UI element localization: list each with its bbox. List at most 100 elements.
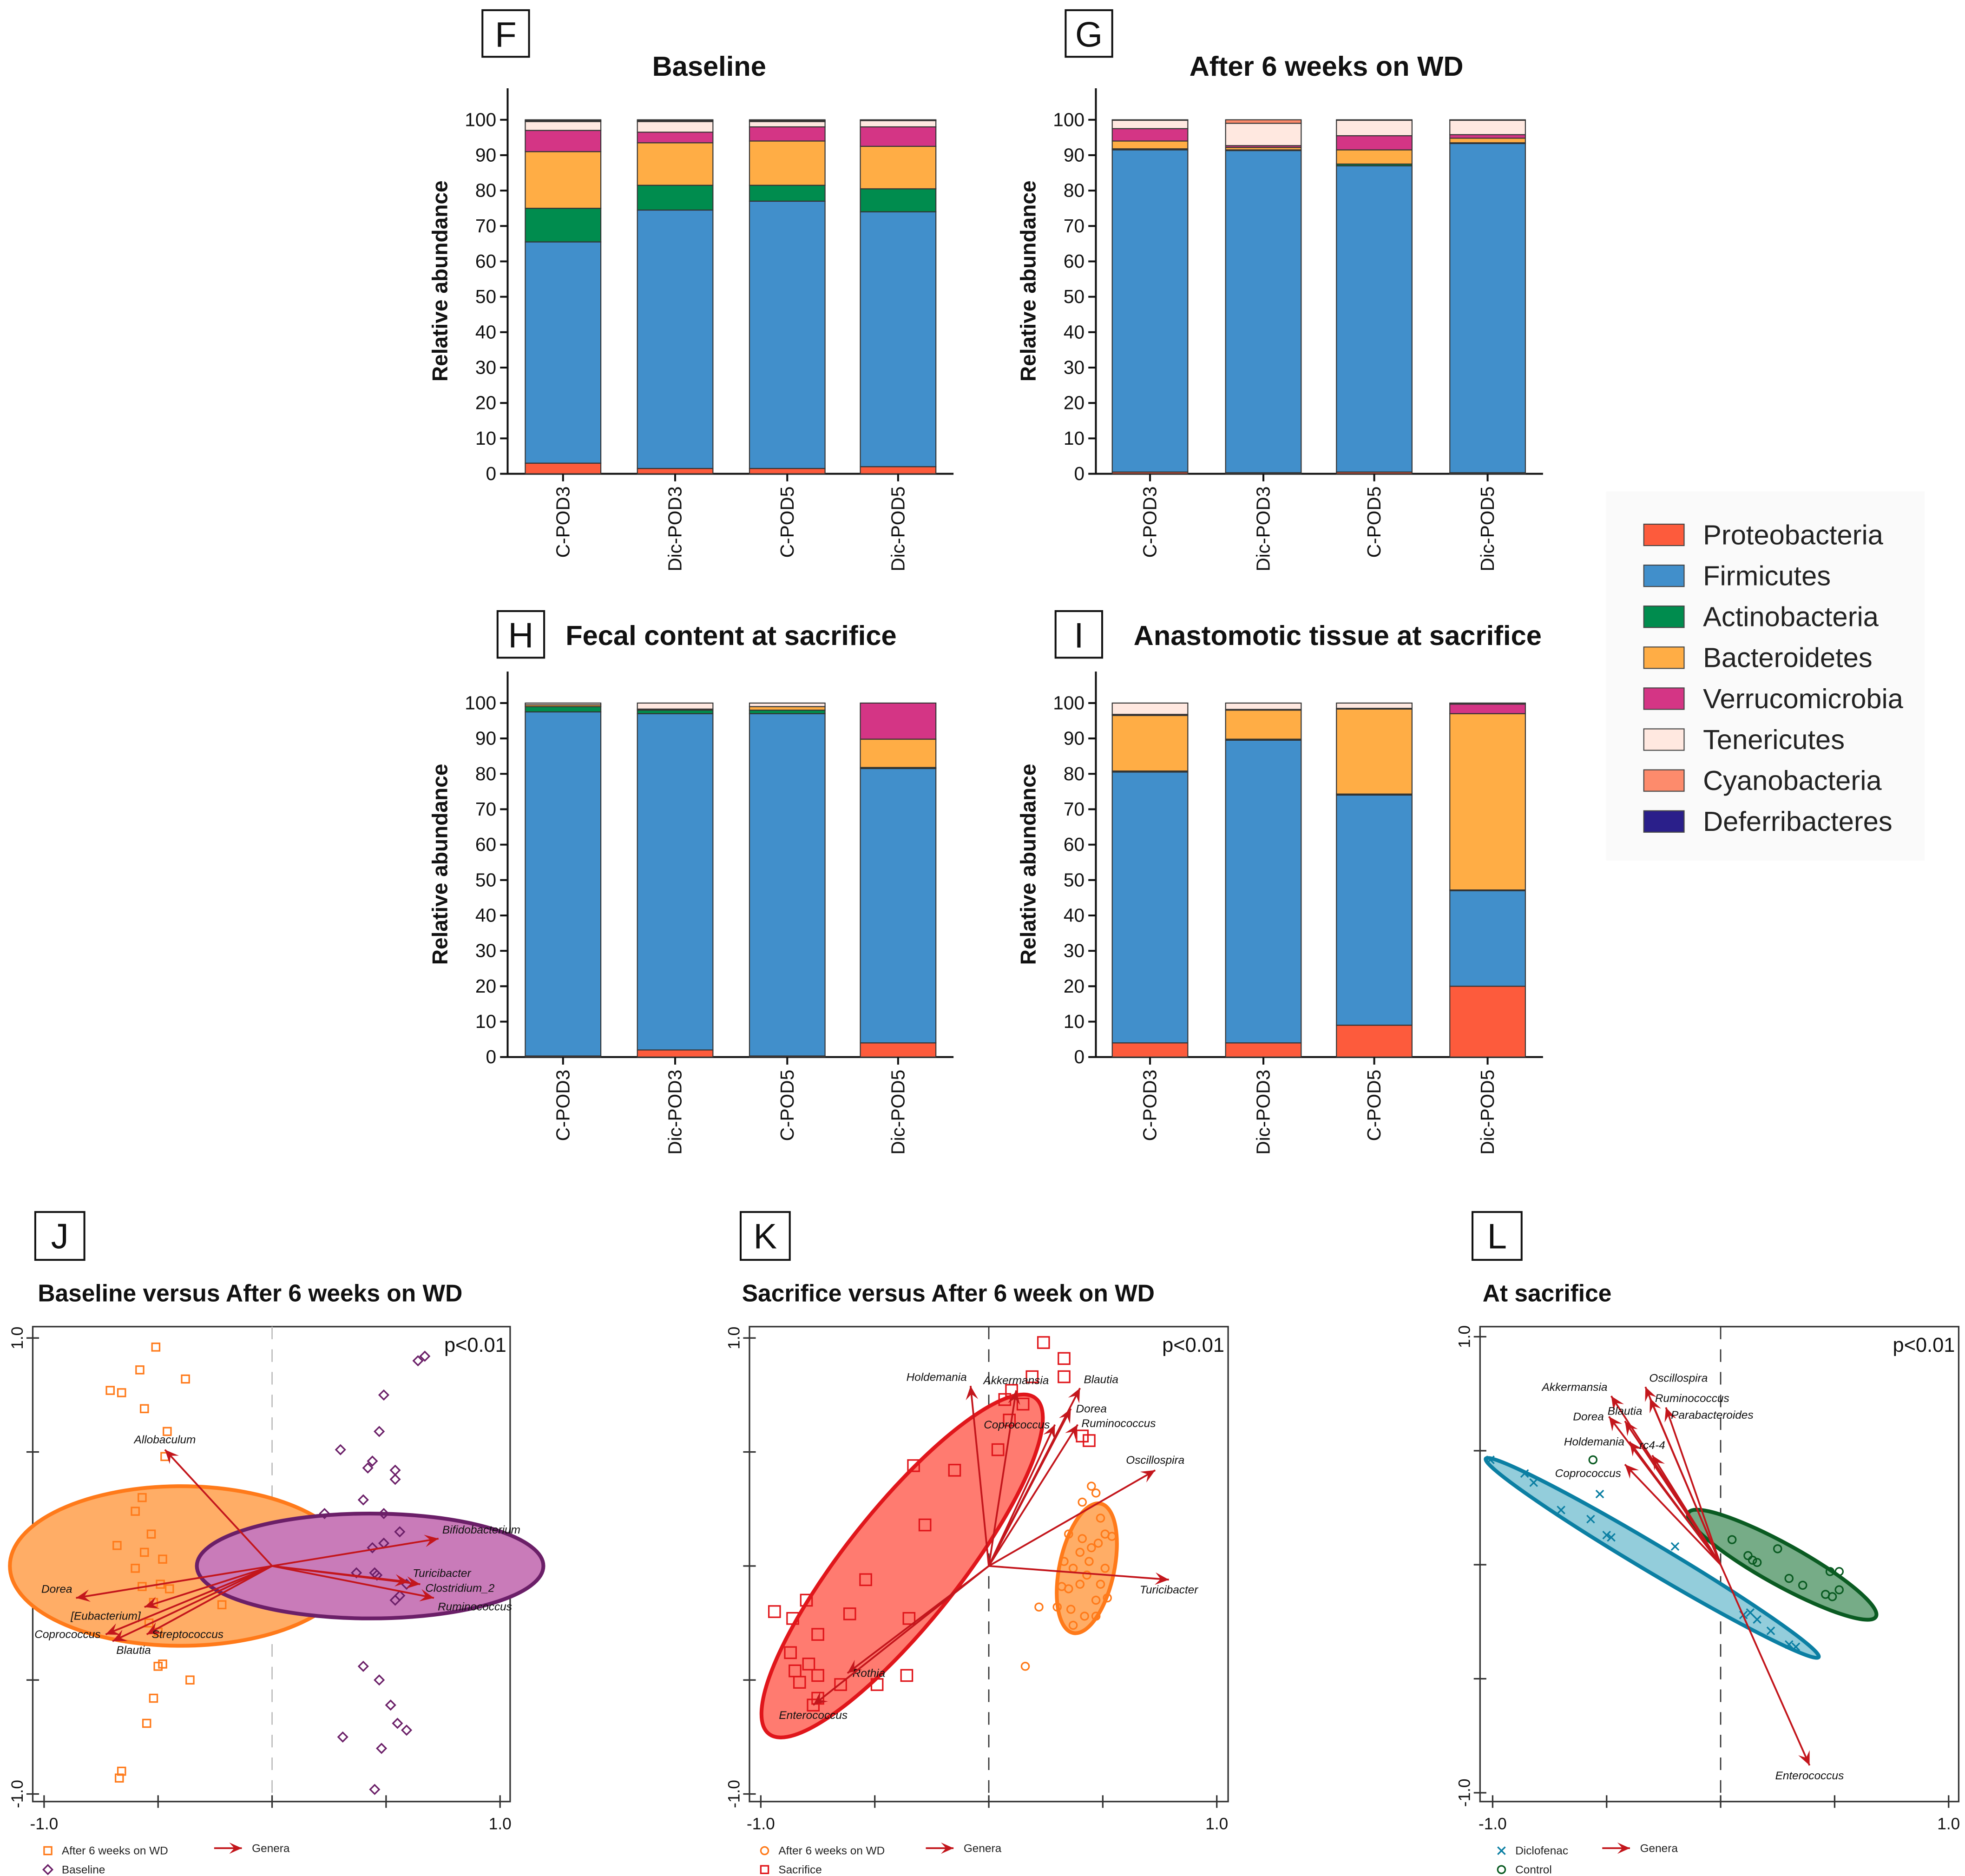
data-point <box>392 1718 403 1729</box>
ordination-panel-k: K Sacrifice versus After 6 week on WD -1.0… <box>725 1211 1229 1876</box>
data-point <box>385 1699 396 1711</box>
data-point <box>1743 1551 1753 1560</box>
legend-swatch <box>1643 769 1685 792</box>
bar-charts: F Baseline Relative abundance 0 10 20 30 40 50 60… <box>427 9 1543 1155</box>
x-stroke <box>1670 1542 1680 1551</box>
arrow-head <box>164 1449 179 1464</box>
arrow-shaft <box>1629 1441 1722 1566</box>
data-point <box>1075 1547 1085 1557</box>
arrow-shaft <box>813 1565 990 1706</box>
data-point <box>1066 1605 1076 1614</box>
data-point <box>800 1593 813 1607</box>
bar-segment-actinobacteria <box>749 184 826 202</box>
data-point <box>1034 1602 1044 1612</box>
legend-box <box>1606 491 1925 861</box>
legend-arrow-icon <box>941 1842 954 1854</box>
bar-segment-firmicutes <box>1336 165 1413 473</box>
y-tick-label: 50 <box>475 869 496 890</box>
legend-item: Actinobacteria <box>1643 601 1879 632</box>
legend-label: Diclofenac <box>1515 1845 1568 1857</box>
arrow-head <box>406 1576 421 1589</box>
arrow-shaft <box>1649 1398 1722 1565</box>
bar-segment-verrucomicrobia <box>637 132 714 144</box>
data-point <box>768 1605 781 1618</box>
x-stroke <box>1595 1489 1604 1499</box>
data-point <box>1834 1585 1844 1594</box>
data-point <box>1520 1469 1529 1478</box>
data-point <box>784 1646 797 1659</box>
data-point <box>185 1675 195 1685</box>
x-category-label: Dic-POD5 <box>1477 1070 1498 1155</box>
data-point <box>142 1718 151 1728</box>
genus-label: Coprococcus <box>1555 1467 1621 1480</box>
bar-segment-proteobacteria <box>637 1049 714 1058</box>
x-category-label: C-POD5 <box>776 1070 798 1141</box>
data-point <box>105 1386 115 1395</box>
data-point <box>991 1443 1005 1456</box>
x-category-label: Dic-POD5 <box>1477 487 1498 572</box>
data-point <box>1748 1555 1757 1565</box>
bar-segment-tenericutes <box>1449 702 1526 705</box>
data-point <box>163 1427 172 1436</box>
arrow-head <box>112 1629 128 1641</box>
data-point <box>357 1494 369 1506</box>
panel-letter-box <box>1472 1211 1523 1261</box>
arrow-shaft <box>1665 1407 1722 1565</box>
y-tick-label: 90 <box>1064 145 1084 166</box>
data-point <box>902 1612 916 1625</box>
bar-segment-proteobacteria <box>1225 1042 1302 1058</box>
arrow-shaft <box>988 1424 1056 1567</box>
data-point <box>1557 1506 1565 1514</box>
arrow-head <box>1059 1409 1071 1424</box>
arrow-head <box>1008 1390 1020 1405</box>
bar-segment-tenericutes <box>637 702 714 710</box>
y-tick-label: 1.0 <box>8 1327 26 1349</box>
x-stroke <box>1746 1608 1755 1617</box>
bar-segment-bacteroidetes <box>1449 138 1526 144</box>
y-tick-label: 100 <box>465 109 496 130</box>
genus-label: Blautia <box>1084 1373 1118 1386</box>
y-tick-label: 80 <box>1064 763 1084 784</box>
panel-letter-box <box>34 1211 85 1261</box>
bar-segment-tenericutes <box>749 702 826 707</box>
legend-item: Deferribacteres <box>1643 806 1893 837</box>
legend-arrow-icon <box>229 1842 242 1854</box>
genus-arrow: Turicibacter <box>988 1565 1198 1596</box>
legend-marker <box>760 1865 769 1874</box>
bar-segment-bacteroidetes <box>1449 713 1526 891</box>
x-category-label: C-POD5 <box>776 487 798 558</box>
data-point <box>367 1542 378 1553</box>
y-tick-label: 40 <box>1064 321 1084 342</box>
y-tick-label: 50 <box>1064 869 1084 890</box>
bar-segment-verrucomicrobia <box>860 126 937 147</box>
data-point <box>117 1388 126 1397</box>
y-tick-label: 60 <box>1064 250 1084 272</box>
genus-arrow: Allobaculum <box>133 1434 273 1567</box>
bar-segment-tenericutes <box>749 121 826 128</box>
genus-arrow: Coprococcus <box>34 1565 273 1641</box>
point-group-after-6-weeks-on-wd <box>1020 1481 1117 1671</box>
bar-segment-proteobacteria <box>749 468 826 474</box>
data-point <box>1083 1434 1096 1447</box>
y-tick-label: -1.0 <box>1456 1778 1474 1807</box>
bar-segment-firmicutes <box>1336 794 1413 1026</box>
y-tick-label: 90 <box>475 145 496 166</box>
data-point <box>900 1669 913 1682</box>
y-tick-label: 30 <box>1064 357 1084 378</box>
genus-label: Blautia <box>1608 1405 1643 1417</box>
panel-letter-box <box>481 9 530 58</box>
y-tick-label: 80 <box>475 763 496 784</box>
bar-segment-tenericutes <box>1225 123 1302 146</box>
data-point <box>1005 1384 1018 1397</box>
data-point <box>378 1507 390 1520</box>
bar-chart-panel-f: F Baseline Relative abundance 0 10 20 30 40 50 60… <box>427 9 954 572</box>
x-category-label: C-POD3 <box>552 1070 573 1141</box>
y-tick-label: 20 <box>475 392 496 414</box>
genus-arrow: Clostridium_2 <box>272 1565 495 1594</box>
arrow-shaft <box>76 1565 272 1599</box>
data-point <box>1100 1564 1110 1573</box>
data-point <box>1602 1531 1611 1540</box>
data-point <box>112 1540 122 1550</box>
y-tick-label: 20 <box>475 975 496 997</box>
y-tick-label: 0 <box>486 463 496 484</box>
